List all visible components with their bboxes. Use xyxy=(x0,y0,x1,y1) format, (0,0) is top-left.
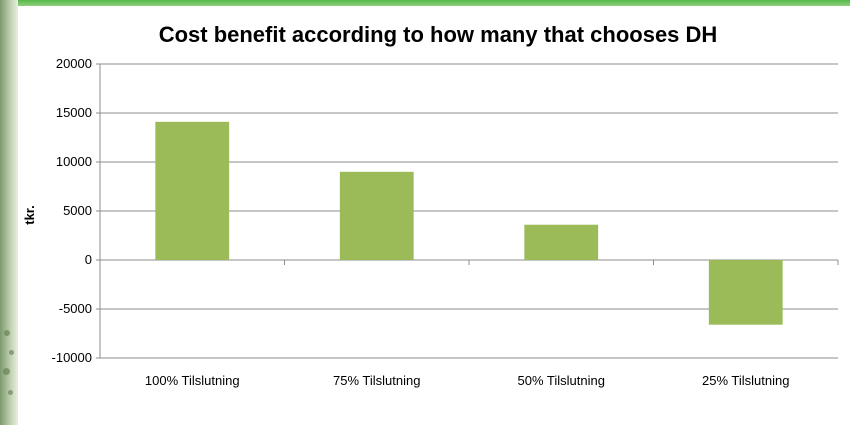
background-map-strip xyxy=(0,0,18,425)
bar xyxy=(339,171,414,260)
bar xyxy=(155,121,230,260)
bar xyxy=(524,224,599,260)
x-tick-label: 50% Tilslutning xyxy=(518,373,605,388)
window-top-border xyxy=(0,0,850,6)
y-tick-label: 20000 xyxy=(56,56,92,71)
y-tick-label: 0 xyxy=(85,252,92,267)
y-tick-label: 10000 xyxy=(56,154,92,169)
x-tick-label: 100% Tilslutning xyxy=(145,373,240,388)
x-tick-label: 75% Tilslutning xyxy=(333,373,420,388)
y-tick-label: 15000 xyxy=(56,105,92,120)
chart-title: Cost benefit according to how many that … xyxy=(158,22,718,47)
bar-chart: 20000 15000 10000 5000 0 -5000 -10000 100% Tils… xyxy=(22,56,839,388)
y-tick-label: 5000 xyxy=(63,203,92,218)
y-tick-label: -10000 xyxy=(52,350,92,365)
x-tick-label: 25% Tilslutning xyxy=(702,373,789,388)
y-axis-label: tkr. xyxy=(22,205,37,225)
bar xyxy=(708,260,783,325)
chart-area: Cost benefit according to how many that … xyxy=(18,6,850,425)
y-tick-label: -5000 xyxy=(59,301,92,316)
